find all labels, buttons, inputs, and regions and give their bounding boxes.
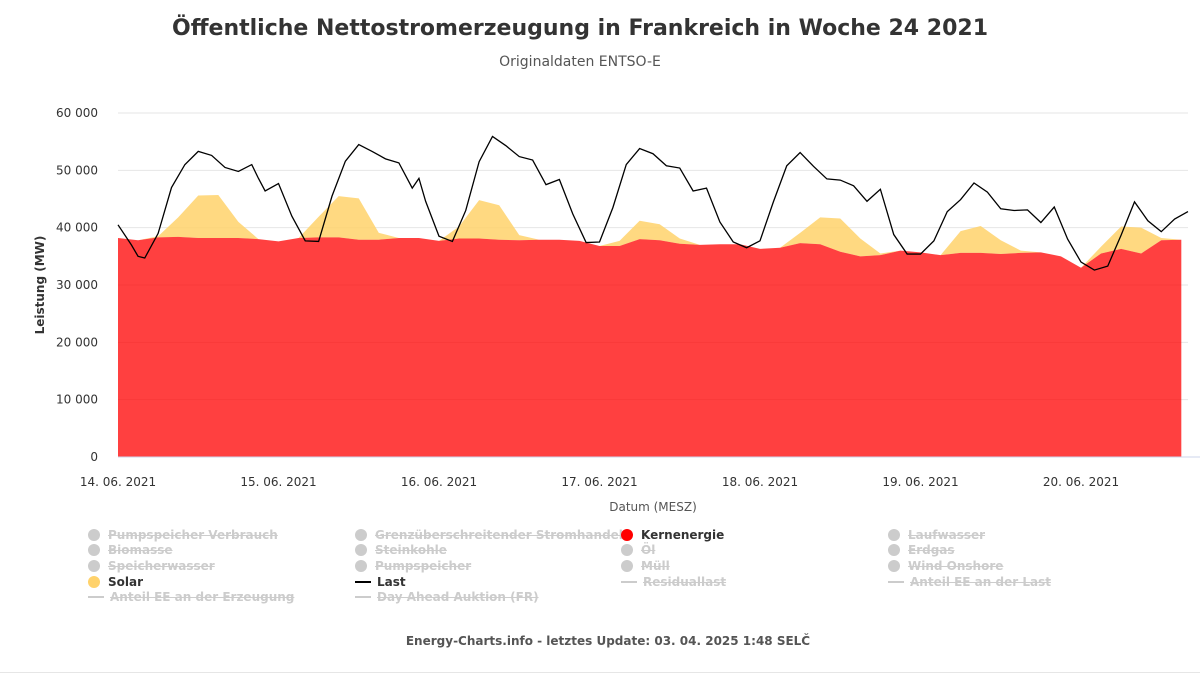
legend-item-laufwasser[interactable]: Laufwasser [888, 528, 985, 542]
legend-label: Erdgas [908, 543, 955, 557]
x-tick-label: 16. 06. 2021 [401, 475, 477, 489]
footer-credit: Energy-Charts.info - letztes Update: 03.… [405, 634, 811, 648]
legend-item-müll[interactable]: Müll [621, 559, 670, 573]
x-tick-label: 14. 06. 2021 [80, 475, 156, 489]
x-tick-label: 20. 06. 2021 [1043, 475, 1119, 489]
last-line [117, 135, 1189, 271]
legend-label: Kernenergie [641, 528, 725, 542]
legend-label: Biomasse [108, 543, 173, 557]
y-tick-label: 40 000 [56, 221, 98, 235]
x-tick-label: 15. 06. 2021 [240, 475, 316, 489]
legend-dot-icon [888, 560, 900, 572]
legend-dot-icon [621, 544, 633, 556]
legend-dot-icon [88, 544, 100, 556]
legend-item-last[interactable]: Last [355, 575, 406, 589]
legend-label: Steinkohle [375, 543, 447, 557]
legend-label: Speicherwasser [108, 559, 215, 573]
legend-item-speicherwasser[interactable]: Speicherwasser [88, 559, 215, 573]
legend-label: Wind Onshore [908, 559, 1004, 573]
legend-item-kernenergie[interactable]: Kernenergie [621, 528, 724, 542]
legend-line-icon [621, 581, 637, 583]
legend-line-icon [888, 581, 904, 583]
legend-dot-icon [621, 560, 633, 572]
y-tick-label: 10 000 [56, 393, 98, 407]
legend-item-steinkohle[interactable]: Steinkohle [355, 543, 447, 557]
legend-label: Anteil EE an der Erzeugung [110, 590, 295, 604]
legend-item-day-ahead-auktion-fr-[interactable]: Day Ahead Auktion (FR) [355, 590, 539, 604]
kernenergie-area [118, 236, 1182, 457]
legend-dot-icon [888, 529, 900, 541]
legend-label: Day Ahead Auktion (FR) [377, 590, 539, 604]
legend-line-icon [88, 596, 104, 598]
x-tick-label: 19. 06. 2021 [882, 475, 958, 489]
legend-dot-icon [355, 529, 367, 541]
legend-label: Grenzüberschreitender Stromhandel [375, 528, 623, 542]
chart-legend: Pumpspeicher Verbrauch Biomasse Speicherwa… [0, 526, 1200, 610]
chart-title: Öffentliche Nettostromerzeugung in Frank… [172, 16, 988, 41]
legend-label: Pumpspeicher [375, 559, 472, 573]
legend-item-grenzüberschreitender-stromhandel[interactable]: Grenzüberschreitender Stromhandel [355, 528, 623, 542]
legend-label: Residuallast [643, 575, 727, 589]
legend-item-pumpspeicher[interactable]: Pumpspeicher [355, 559, 471, 573]
legend-label: Last [377, 575, 406, 589]
legend-label: Anteil EE an der Last [910, 575, 1051, 589]
x-tick-label: 17. 06. 2021 [561, 475, 637, 489]
legend-item-residuallast[interactable]: Residuallast [621, 575, 726, 589]
legend-item-öl[interactable]: Öl [621, 543, 655, 557]
legend-dot-icon [355, 544, 367, 556]
y-tick-label: 60 000 [56, 106, 98, 120]
legend-item-pumpspeicher-verbrauch[interactable]: Pumpspeicher Verbrauch [88, 528, 278, 542]
legend-dot-icon [355, 560, 367, 572]
x-axis-title: Datum (MESZ) [609, 500, 697, 514]
legend-line-icon [355, 581, 371, 583]
y-tick-label: 30 000 [56, 278, 98, 292]
legend-item-anteil-ee-an-der-erzeugung[interactable]: Anteil EE an der Erzeugung [88, 590, 294, 604]
legend-line-icon [355, 596, 371, 598]
solar-area [118, 194, 1182, 268]
legend-dot-icon [888, 544, 900, 556]
legend-item-solar[interactable]: Solar [88, 575, 143, 589]
legend-label: Pumpspeicher Verbrauch [108, 528, 278, 542]
chart-subtitle: Originaldaten ENTSO-E [499, 54, 661, 70]
legend-item-anteil-ee-an-der-last[interactable]: Anteil EE an der Last [888, 575, 1051, 589]
chart-area: 0 10 000 20 000 30 000 40 000 50 000 60 000 14.… [33, 106, 1200, 514]
legend-item-wind-onshore[interactable]: Wind Onshore [888, 559, 1003, 573]
legend-label: Solar [108, 575, 144, 589]
legend-item-erdgas[interactable]: Erdgas [888, 543, 955, 557]
y-tick-label: 0 [90, 450, 98, 464]
y-axis-title: Leistung (MW) [33, 236, 47, 335]
bottom-divider [0, 672, 1200, 673]
legend-dot-icon [621, 529, 633, 541]
y-tick-label: 50 000 [56, 163, 98, 177]
legend-label: Laufwasser [908, 528, 986, 542]
legend-label: Öl [641, 543, 656, 557]
legend-dot-icon [88, 560, 100, 572]
legend-dot-icon [88, 529, 100, 541]
legend-dot-icon [88, 576, 100, 588]
legend-item-biomasse[interactable]: Biomasse [88, 543, 173, 557]
legend-label: Müll [641, 559, 670, 573]
y-tick-label: 20 000 [56, 335, 98, 349]
x-tick-label: 18. 06. 2021 [722, 475, 798, 489]
